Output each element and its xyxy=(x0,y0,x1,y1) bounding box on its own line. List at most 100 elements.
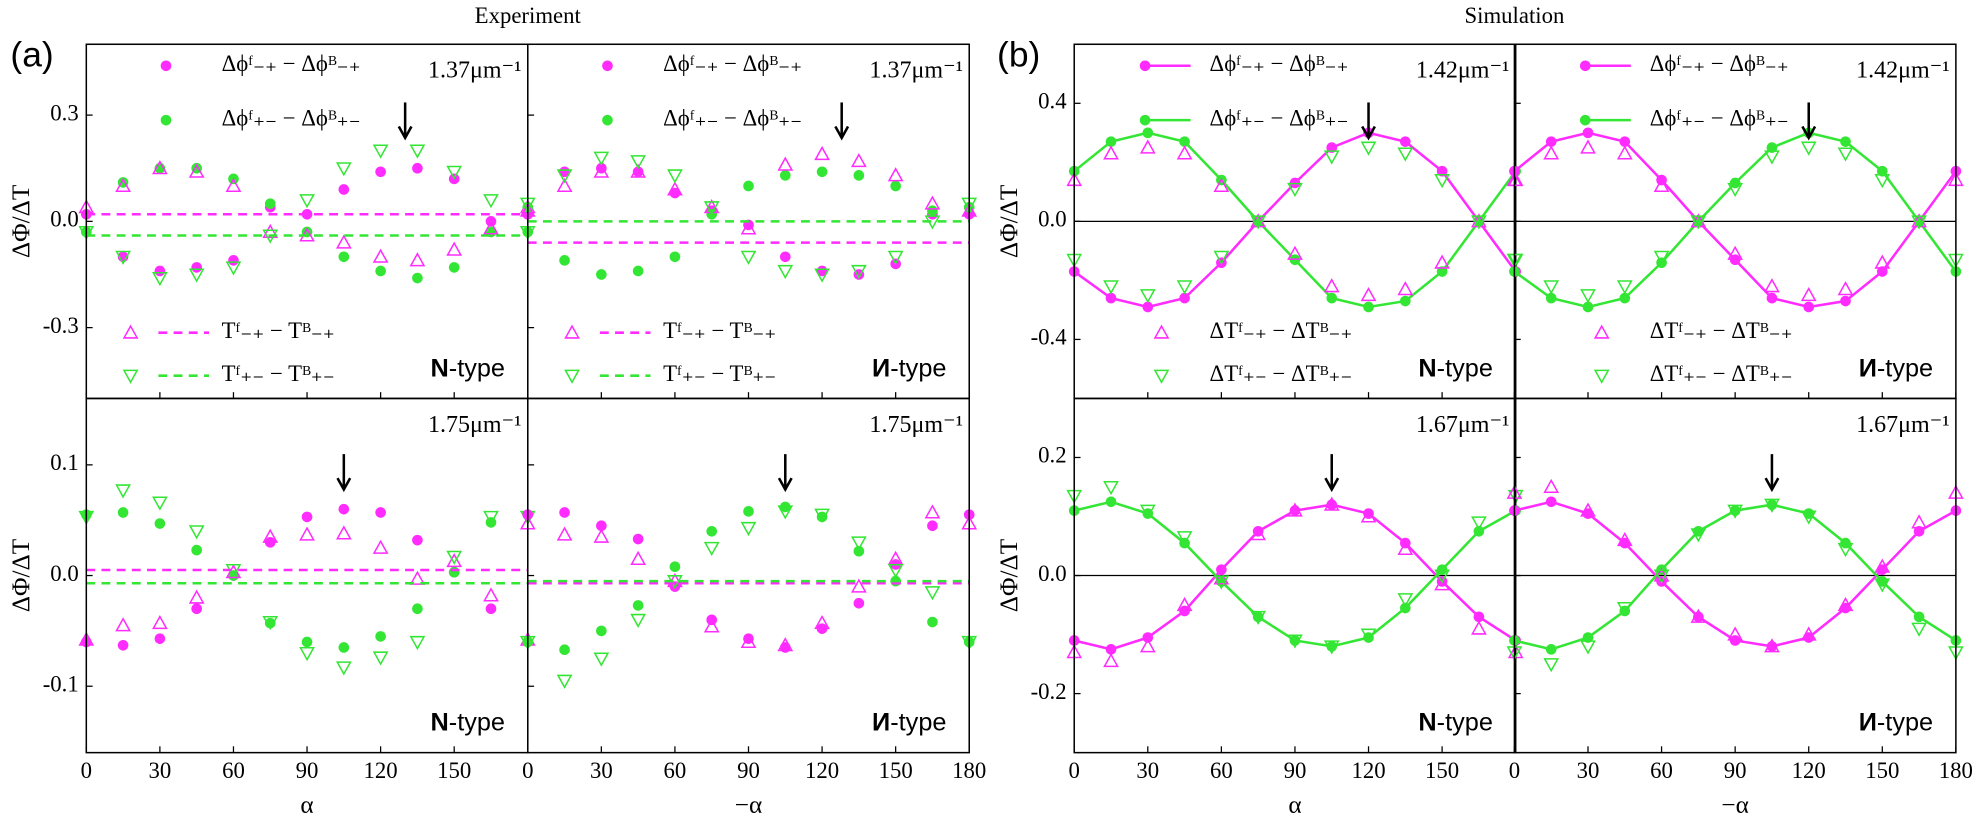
type-label: N-type xyxy=(1418,708,1492,736)
point xyxy=(154,633,166,644)
point xyxy=(1874,174,1891,189)
x-tick-label: 0 xyxy=(1509,758,1520,783)
type-label: И-type xyxy=(1859,354,1933,382)
point xyxy=(188,163,205,178)
point xyxy=(1179,136,1190,147)
point xyxy=(816,166,828,178)
point xyxy=(225,177,242,192)
y-tick-label: 0.0 xyxy=(1038,561,1066,586)
point xyxy=(1323,640,1340,655)
point xyxy=(777,156,794,171)
curve xyxy=(1513,131,1957,309)
point xyxy=(1580,139,1596,154)
point xyxy=(1434,174,1450,189)
legend-marker xyxy=(1153,369,1170,384)
point xyxy=(1766,292,1778,304)
point xyxy=(1103,652,1119,668)
point xyxy=(667,181,683,196)
point xyxy=(669,561,681,573)
point xyxy=(1213,570,1230,585)
point xyxy=(1616,601,1633,617)
point xyxy=(262,528,279,543)
point xyxy=(299,646,315,662)
point xyxy=(412,534,423,546)
point xyxy=(338,251,350,263)
x-axis-label: α xyxy=(300,791,313,819)
point xyxy=(1913,525,1925,537)
point xyxy=(191,603,202,615)
point xyxy=(446,553,463,568)
point xyxy=(1179,292,1190,304)
point xyxy=(1400,295,1411,307)
x-tick-label: 90 xyxy=(1724,758,1747,783)
legend-marker xyxy=(564,369,580,384)
point xyxy=(115,484,131,499)
point xyxy=(409,635,426,651)
point xyxy=(630,155,647,170)
point xyxy=(1800,141,1817,156)
point xyxy=(890,180,901,192)
point xyxy=(1619,292,1631,304)
legend-marker xyxy=(160,114,172,126)
x-tick-label: 120 xyxy=(1792,758,1826,783)
point xyxy=(115,617,131,632)
point xyxy=(1139,504,1156,519)
arrow-head xyxy=(1764,477,1780,493)
point xyxy=(703,618,720,633)
legend-marker xyxy=(602,114,613,126)
point xyxy=(1543,658,1560,673)
point xyxy=(262,616,279,631)
point xyxy=(191,262,202,273)
point xyxy=(1287,634,1303,649)
legend-label: ΔTᶠ₊₋ − ΔTᴮ₊₋ xyxy=(1210,361,1353,386)
arrow-head xyxy=(336,477,352,493)
point xyxy=(1139,289,1156,304)
legend-marker xyxy=(122,369,139,384)
point xyxy=(740,250,757,265)
x-tick-label: 180 xyxy=(1939,758,1973,783)
x-tick-label: 90 xyxy=(296,758,319,783)
point xyxy=(1913,611,1925,623)
arrow-head xyxy=(397,125,413,141)
point xyxy=(927,205,938,217)
point xyxy=(887,167,904,182)
point xyxy=(1326,142,1338,153)
arrow-head xyxy=(777,477,793,493)
point xyxy=(483,510,499,526)
point xyxy=(1323,496,1340,511)
legend-marker xyxy=(1579,60,1591,72)
point xyxy=(117,507,129,518)
point xyxy=(1139,139,1156,154)
x-tick-label: 120 xyxy=(805,758,839,783)
x-tick-label: 0 xyxy=(522,758,533,783)
point xyxy=(1434,576,1450,591)
type-label: И-type xyxy=(872,354,946,382)
point xyxy=(1250,215,1267,230)
point xyxy=(777,264,794,280)
point xyxy=(264,198,276,209)
point xyxy=(338,503,350,515)
point xyxy=(1397,147,1414,162)
point xyxy=(335,234,352,249)
legend-marker xyxy=(1593,324,1610,339)
point xyxy=(556,526,573,541)
point xyxy=(1400,136,1411,147)
point xyxy=(1766,142,1778,153)
point xyxy=(1764,638,1780,653)
point xyxy=(927,520,938,532)
point xyxy=(1436,266,1448,277)
point xyxy=(1764,278,1780,293)
point xyxy=(1727,504,1744,519)
x-tick-label: 150 xyxy=(879,758,913,783)
point xyxy=(779,170,791,181)
type-label: N-type xyxy=(1418,354,1492,382)
point xyxy=(338,184,350,195)
point xyxy=(1139,638,1156,653)
point xyxy=(630,163,647,178)
point xyxy=(1840,295,1851,307)
point xyxy=(559,255,570,266)
legend-marker xyxy=(564,324,580,339)
point xyxy=(1142,301,1154,313)
x-axis-label: α xyxy=(1288,791,1301,819)
point xyxy=(115,250,131,265)
